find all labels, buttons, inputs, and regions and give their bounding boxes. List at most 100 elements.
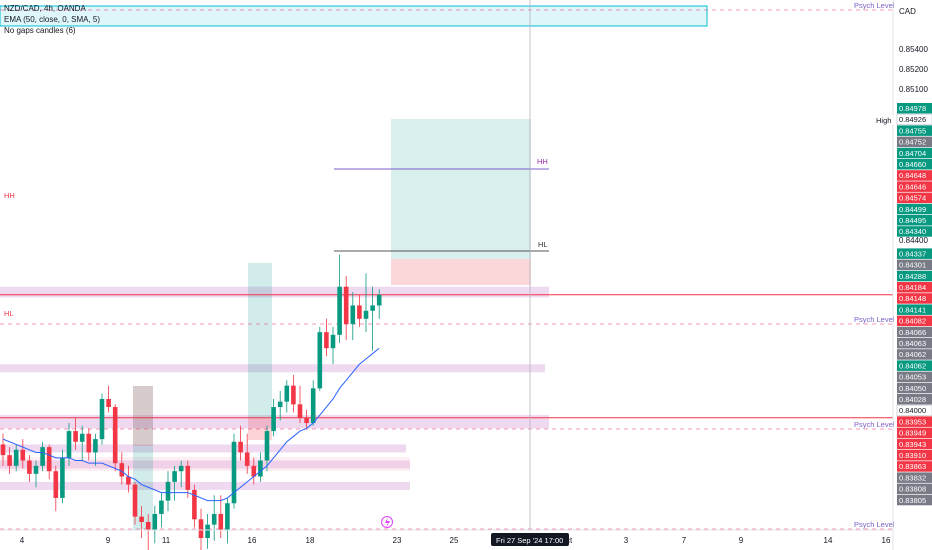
candle-body[interactable]: [99, 399, 105, 440]
price-tag[interactable]: [897, 438, 932, 450]
price-tag[interactable]: [897, 326, 932, 338]
candle-body[interactable]: [297, 404, 303, 418]
candle-body[interactable]: [231, 441, 237, 504]
price-tag[interactable]: [897, 215, 932, 226]
candle-body[interactable]: [20, 449, 26, 461]
price-tag[interactable]: [897, 103, 932, 114]
symbol-title[interactable]: NZD/CAD, 4h, OANDA: [4, 4, 86, 13]
candle-body[interactable]: [0, 444, 6, 456]
price-tag[interactable]: [897, 427, 932, 439]
candle-body[interactable]: [152, 513, 158, 530]
price-tag[interactable]: [897, 461, 932, 472]
candle-body[interactable]: [86, 433, 92, 453]
price-tag[interactable]: [897, 181, 932, 192]
candle-body[interactable]: [304, 417, 309, 424]
price-tag[interactable]: [897, 450, 932, 461]
candle-body[interactable]: [264, 431, 270, 461]
candle-body[interactable]: [291, 385, 296, 405]
candle-body[interactable]: [192, 489, 197, 520]
candle-body[interactable]: [46, 447, 52, 472]
candle-body[interactable]: [330, 334, 336, 349]
price-tag[interactable]: [897, 203, 932, 215]
price-tag[interactable]: [897, 483, 932, 495]
candle-body[interactable]: [79, 433, 85, 442]
candle-body[interactable]: [33, 465, 39, 474]
candle-body[interactable]: [40, 447, 45, 466]
zone-rect[interactable]: [0, 444, 406, 453]
price-tag[interactable]: [897, 304, 932, 315]
price-tag[interactable]: [897, 170, 932, 181]
no-gaps-indicator-label[interactable]: No gaps candles (6): [4, 26, 76, 35]
price-tag[interactable]: [897, 192, 932, 204]
zone-rect-light[interactable]: [0, 457, 410, 471]
candle-body[interactable]: [324, 332, 329, 349]
candle-body[interactable]: [7, 455, 12, 466]
candle-body[interactable]: [165, 481, 171, 501]
candle-body[interactable]: [139, 516, 144, 522]
candle-body[interactable]: [145, 521, 151, 530]
price-tag[interactable]: [897, 382, 932, 394]
candle-body[interactable]: [126, 476, 131, 485]
ema-line[interactable]: [2, 347, 380, 502]
price-tag[interactable]: [897, 226, 932, 237]
candle-body[interactable]: [159, 500, 164, 514]
price-tag[interactable]: [897, 416, 932, 427]
price-tag[interactable]: [897, 360, 932, 371]
candle-body[interactable]: [13, 449, 19, 466]
price-tag[interactable]: [897, 147, 932, 159]
price-tag[interactable]: [897, 472, 932, 483]
price-tag[interactable]: [897, 270, 932, 282]
candle-body[interactable]: [66, 431, 72, 458]
candle-body[interactable]: [60, 457, 65, 498]
candle-body[interactable]: [370, 305, 375, 311]
candle-body[interactable]: [310, 388, 316, 424]
candle-body[interactable]: [205, 524, 210, 539]
plot-area[interactable]: [0, 0, 893, 530]
blue-zone-box[interactable]: [0, 5, 708, 27]
candle-body[interactable]: [119, 463, 125, 477]
candle-body[interactable]: [317, 332, 323, 389]
price-tag[interactable]: [897, 394, 932, 405]
price-tag[interactable]: [897, 136, 932, 148]
price-tag[interactable]: [897, 282, 932, 293]
candle-body[interactable]: [211, 513, 217, 525]
highlight-box-red[interactable]: [133, 386, 153, 446]
candle-body[interactable]: [53, 471, 59, 498]
candle-body[interactable]: [244, 452, 250, 466]
candle-body[interactable]: [284, 385, 290, 402]
candle-body[interactable]: [132, 484, 138, 517]
price-tag[interactable]: [896, 113, 932, 126]
candle-body[interactable]: [106, 399, 111, 408]
zone-rect[interactable]: [0, 286, 549, 298]
candle-body[interactable]: [73, 431, 78, 442]
candle-body[interactable]: [350, 305, 356, 325]
candle-body[interactable]: [271, 407, 276, 432]
price-tag[interactable]: [897, 315, 932, 327]
price-tag[interactable]: [897, 293, 932, 304]
candle-body[interactable]: [251, 465, 257, 477]
position-profit-zone[interactable]: [391, 119, 531, 259]
price-tag[interactable]: [896, 404, 932, 417]
candle-body[interactable]: [185, 465, 191, 490]
zone-rect[interactable]: [0, 481, 410, 490]
candle-body[interactable]: [172, 471, 177, 482]
price-tag[interactable]: [897, 125, 932, 136]
candle-body[interactable]: [258, 460, 263, 477]
price-tag[interactable]: [897, 371, 932, 383]
price-tag[interactable]: [897, 159, 932, 170]
candle-body[interactable]: [225, 503, 230, 530]
candle-body[interactable]: [337, 286, 342, 335]
candle-body[interactable]: [376, 294, 382, 306]
price-tag[interactable]: [897, 338, 932, 349]
price-tag[interactable]: [897, 494, 932, 506]
candle-body[interactable]: [178, 465, 184, 472]
candle-body[interactable]: [112, 407, 118, 464]
candle-body[interactable]: [218, 513, 224, 530]
candle-body[interactable]: [277, 401, 283, 408]
candle-body[interactable]: [93, 439, 98, 453]
position-loss-zone[interactable]: [391, 259, 531, 285]
ema-indicator-label[interactable]: EMA (50, close, 0, SMA, 5): [4, 15, 101, 24]
candle-body[interactable]: [238, 441, 243, 453]
candle-body[interactable]: [363, 310, 369, 319]
